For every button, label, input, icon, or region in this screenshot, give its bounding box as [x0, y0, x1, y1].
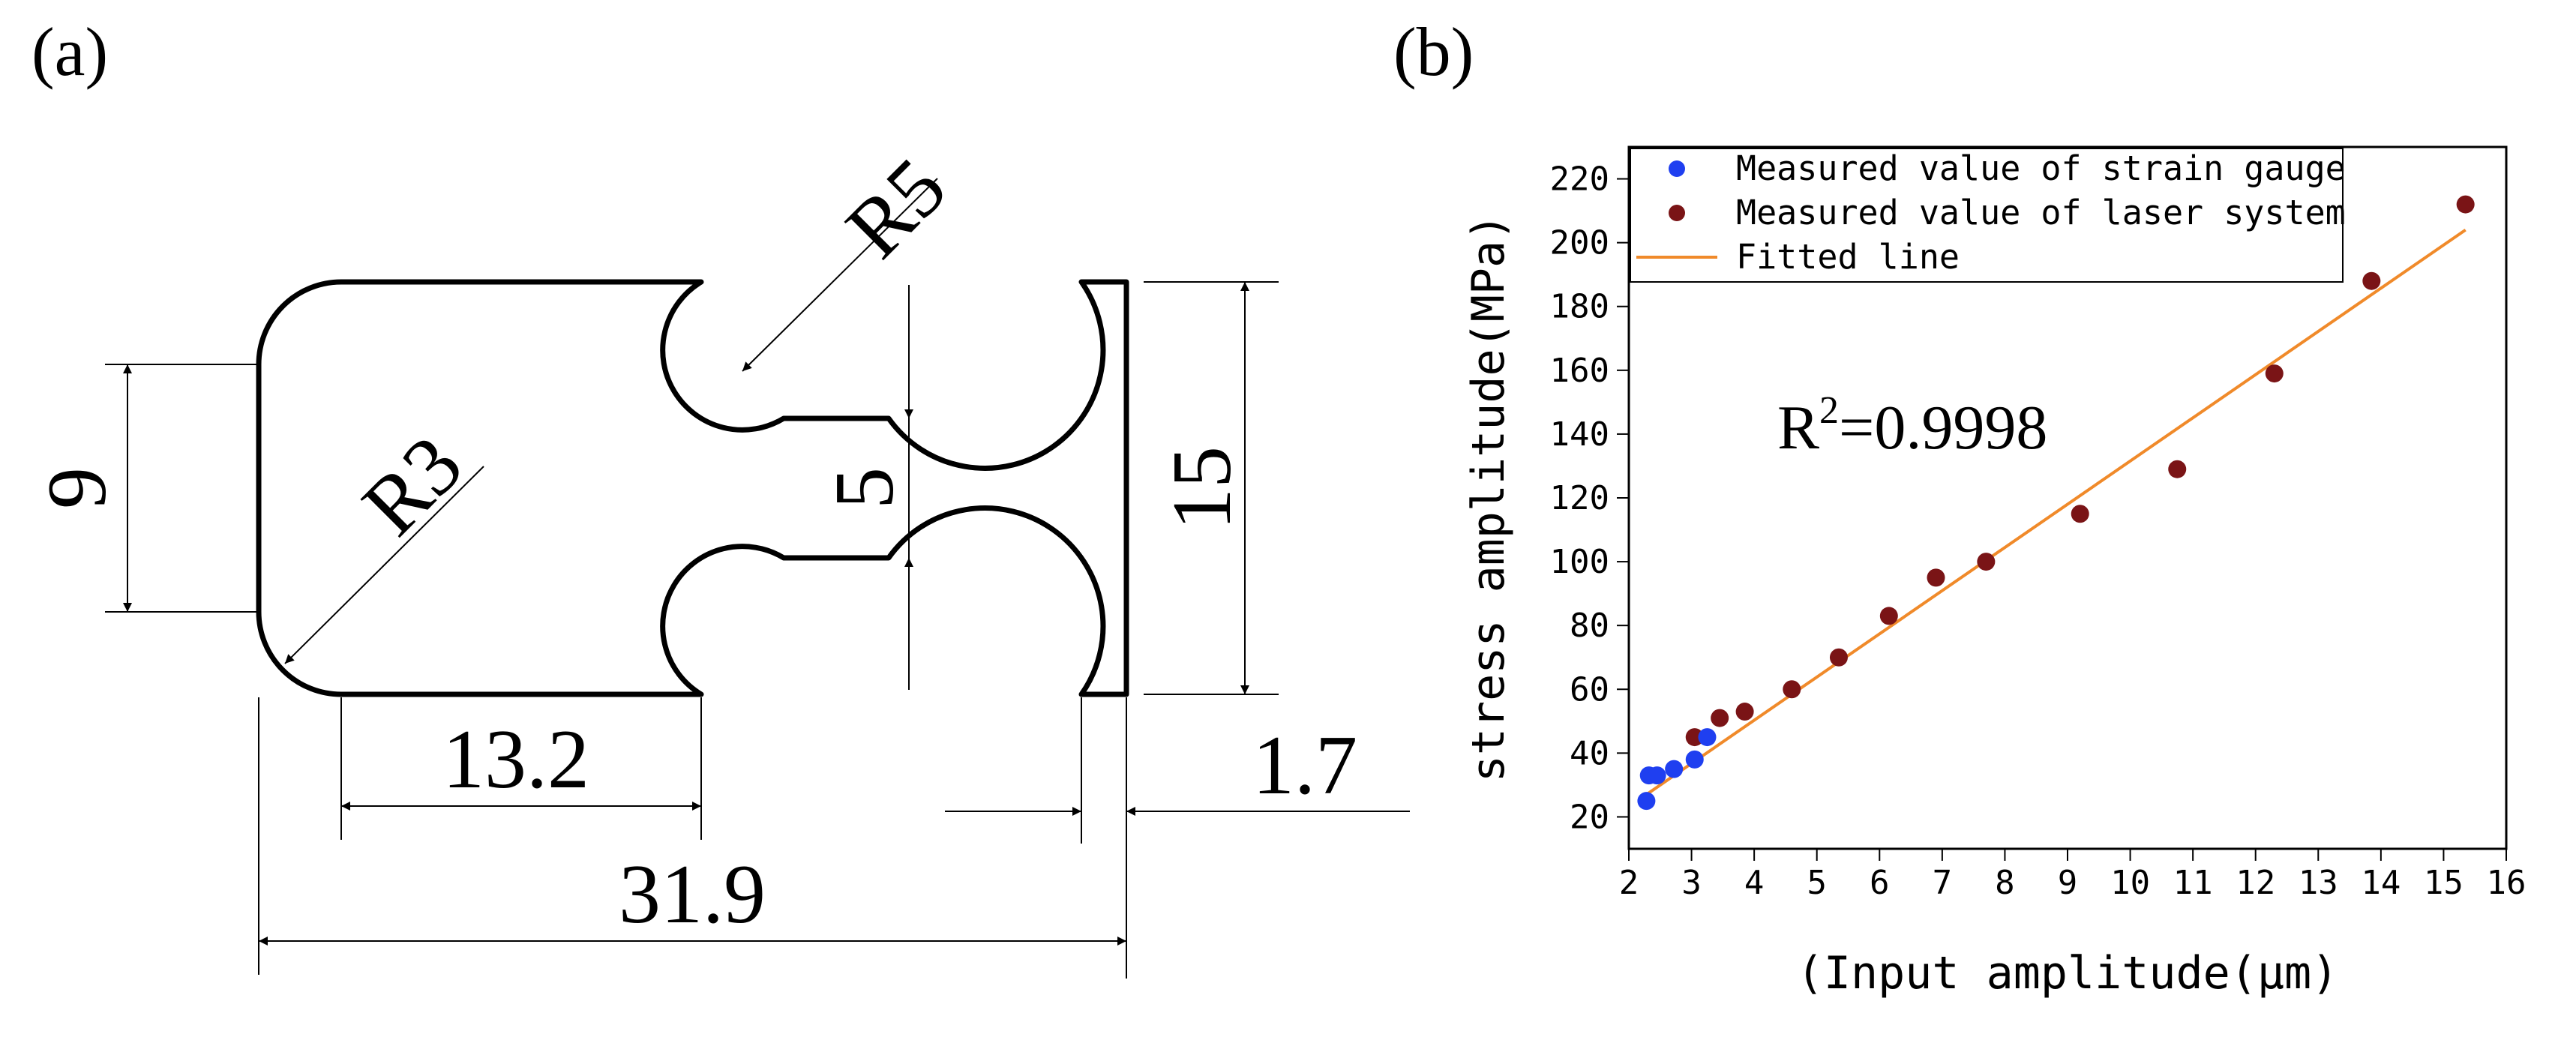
dim-1-7: 1.7 [945, 697, 1410, 979]
r-squared-sup: 2 [1819, 389, 1839, 432]
r-squared-annotation: R2=0.9998 [1777, 389, 2047, 463]
laser-system-point [1685, 728, 1704, 747]
x-tick-label: 14 [2361, 864, 2401, 902]
laser-system-point [1711, 709, 1729, 727]
y-tick-label: 180 [1550, 288, 1609, 326]
dim-13-2: 13.2 [340, 697, 702, 840]
r5-dimension: R5 [742, 141, 964, 372]
dim-5: 5 [818, 285, 913, 690]
chart: 2 3 4 5 6 7 8 9 10 11 12 13 14 15 16 20 40 60 80 100 120 140 1… [1462, 145, 2527, 1000]
r-squared-r: R [1777, 393, 1819, 463]
x-tick-label: 5 [1807, 864, 1827, 902]
laser-system-point [1735, 703, 1754, 721]
fitted-line [1645, 228, 2467, 796]
panel-a: (a) R5 R3 9 5 [31, 13, 1410, 979]
panel-b: (b) 2 3 4 5 6 7 8 9 10 11 12 13 14 15 16 20 40 60 80 100 120… [1393, 13, 2526, 1000]
legend-marker-laser-system [1669, 205, 1685, 221]
strain-gauge-point [1637, 792, 1656, 811]
y-tick-label: 40 [1570, 734, 1609, 772]
panel-b-label: (b) [1393, 13, 1474, 90]
dim-9-label: 9 [31, 467, 124, 509]
dim-31-9: 31.9 [258, 697, 1126, 975]
x-tick-label: 3 [1681, 864, 1702, 902]
x-tick-label: 8 [1995, 864, 2015, 902]
x-axis-title: (Input amplitude(μm) [1797, 947, 2338, 1000]
legend-label-laser-system: Measured value of laser system [1736, 193, 2346, 232]
dim-5-label: 5 [818, 467, 911, 509]
laser-system-point [1879, 607, 1898, 625]
laser-system-point [2456, 195, 2475, 214]
laser-system-point [2265, 364, 2284, 383]
legend-label-strain-gauge: Measured value of strain gauge [1736, 148, 2346, 188]
y-tick-label: 140 [1550, 415, 1609, 454]
x-tick-label: 7 [1933, 864, 1953, 902]
x-tick-label: 12 [2236, 864, 2275, 902]
laser-system-point [1783, 680, 1801, 699]
r3-dimension: R3 [284, 418, 484, 664]
r-squared-value: =0.9998 [1839, 393, 2047, 463]
dim-9: 9 [31, 364, 259, 613]
x-tick-label: 4 [1744, 864, 1765, 902]
dim-13-2-label: 13.2 [442, 713, 589, 806]
laser-system-point [2071, 505, 2089, 523]
y-tick-label: 200 [1550, 224, 1609, 262]
plot-frame [1627, 145, 2508, 850]
y-tick-label: 120 [1550, 479, 1609, 517]
x-tick-label: 9 [2058, 864, 2078, 902]
panel-a-label: (a) [31, 13, 108, 90]
dim-15-label: 15 [1156, 446, 1249, 530]
x-tick-label: 6 [1870, 864, 1890, 902]
legend: Measured value of strain gauge Measured … [1630, 148, 2346, 283]
laser-system-point [1977, 553, 1996, 571]
dim-1-7-label: 1.7 [1252, 719, 1357, 812]
x-tick-label: 16 [2487, 864, 2527, 902]
specimen-outline [256, 279, 1129, 697]
x-tick-label: 2 [1619, 864, 1639, 902]
dim-31-9-label: 31.9 [619, 848, 766, 941]
strain-gauge-point [1665, 760, 1684, 778]
y-tick-label: 80 [1570, 607, 1609, 645]
legend-marker-strain-gauge [1669, 160, 1685, 177]
r3-label: R3 [345, 418, 480, 553]
x-tick-label: 10 [2110, 864, 2150, 902]
x-tick-label: 15 [2424, 864, 2464, 902]
x-tick-label: 13 [2299, 864, 2338, 902]
y-tick-label: 220 [1550, 160, 1609, 199]
strain-gauge-point [1685, 750, 1704, 769]
y-tick-label: 20 [1570, 798, 1609, 836]
y-tick-label: 60 [1570, 670, 1609, 709]
y-tick-label: 100 [1550, 543, 1609, 581]
y-tick-label: 160 [1550, 352, 1609, 390]
r5-label: R5 [829, 141, 964, 276]
strain-gauge-point [1698, 728, 1717, 747]
y-axis-title: stress amplitude(MPa) [1462, 214, 1515, 783]
legend-label-fitted-line: Fitted line [1736, 237, 1960, 277]
strain-gauge-point [1648, 766, 1666, 785]
dim-15: 15 [1144, 281, 1279, 695]
legend-box [1630, 148, 2344, 283]
laser-system-point [1829, 648, 1848, 667]
x-tick-label: 11 [2173, 864, 2213, 902]
laser-system-point [2168, 460, 2187, 478]
laser-system-point [1927, 568, 1945, 587]
laser-system-point [2362, 271, 2381, 290]
